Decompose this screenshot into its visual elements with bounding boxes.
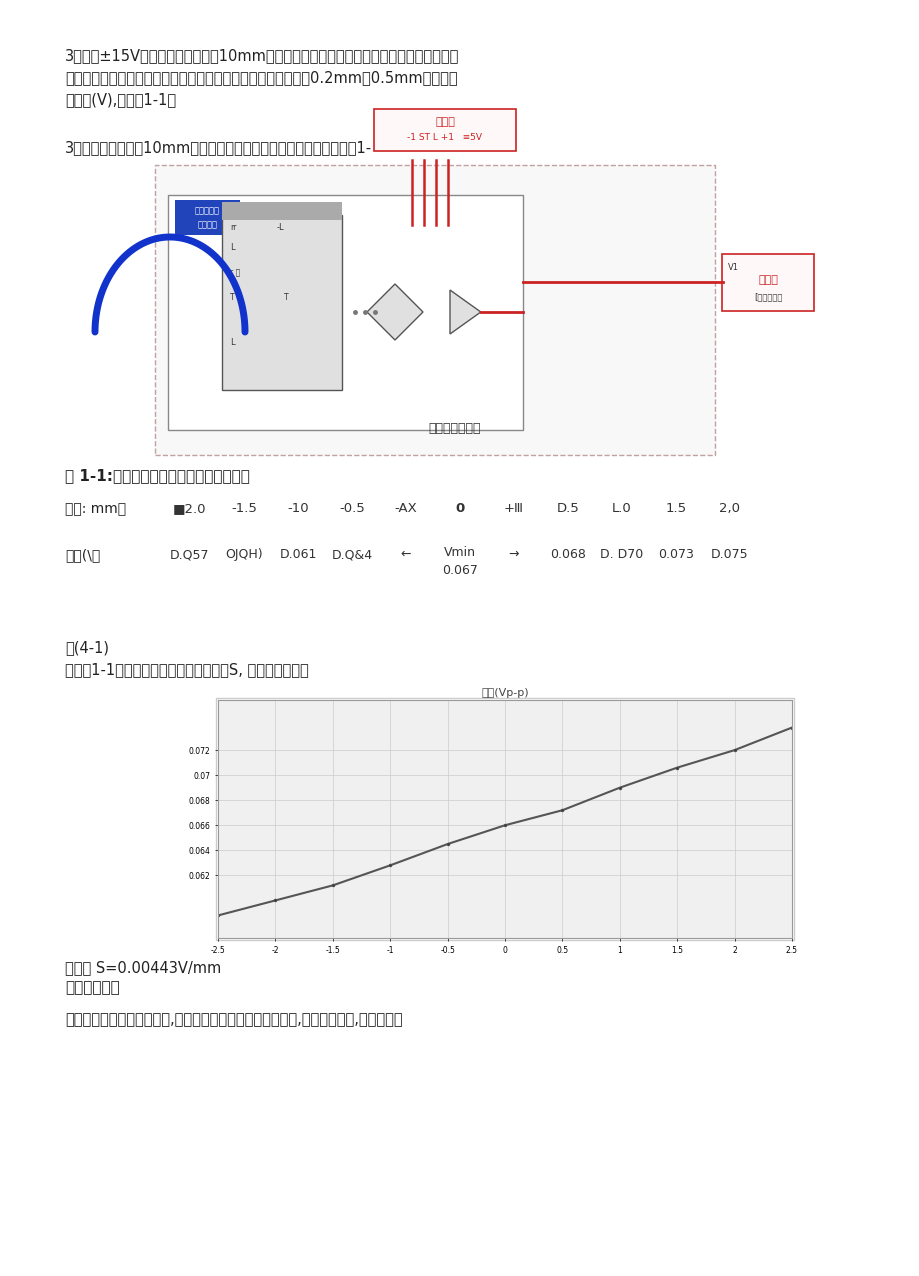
Title: 电压(Vp-p): 电压(Vp-p) [481,688,528,698]
FancyBboxPatch shape [175,200,240,235]
FancyBboxPatch shape [374,108,516,151]
Text: L.0: L.0 [611,501,631,516]
Text: 3、接入±15V电源，将测微头旋至10mm处并传感器相吸合，调整测微头的左右位置，使电: 3、接入±15V电源，将测微头旋至10mm处并传感器相吸合，调整测微头的左右位置… [65,48,459,63]
Polygon shape [449,290,481,334]
Text: D.075: D.075 [710,547,748,561]
Text: 根据所得的实验数据和结果,我们可以算出该传感器的灵敏度,在实验过程中,记录数据的: 根据所得的实验数据和结果,我们可以算出该传感器的灵敏度,在实验过程中,记录数据的 [65,1012,403,1027]
Text: -L: -L [277,223,284,232]
Text: L: L [230,338,234,347]
Polygon shape [367,285,423,339]
Text: 电压(\用: 电压(\用 [65,547,100,561]
Text: 0: 0 [455,501,464,516]
Text: 图(4-1): 图(4-1) [65,641,108,655]
Text: 根据表1-1数据计算电容传感器的灵敏度S, 分析误差来源。: 根据表1-1数据计算电容传感器的灵敏度S, 分析误差来源。 [65,662,309,678]
Text: L: L [230,242,234,251]
Text: 0.067: 0.067 [442,564,477,577]
Text: ←: ← [401,547,411,561]
Text: 航空插头: 航空插头 [198,219,217,228]
Text: D. D70: D. D70 [600,547,643,561]
Text: 主控箱: 主控箱 [757,276,777,285]
Text: →: → [508,547,518,561]
Text: 位移: mm）: 位移: mm） [65,501,126,516]
Text: 1.5: 1.5 [664,501,686,516]
Text: [误差电压表: [误差电压表 [753,292,781,301]
Text: D.Q57: D.Q57 [170,547,210,561]
Text: 压表指示最小，将测量支架顶部的镙钉拧紧旋动测微头，每间隔0.2mm或0.5mm记下输出: 压表指示最小，将测量支架顶部的镙钉拧紧旋动测微头，每间隔0.2mm或0.5mm记… [65,70,457,85]
Text: 表 1-1:容式传感器位移与输出电压的关系: 表 1-1:容式传感器位移与输出电压的关系 [65,468,250,484]
Text: -1.5: -1.5 [231,501,256,516]
Text: T: T [230,293,234,302]
Text: T: T [284,293,289,302]
Text: OJQH): OJQH) [225,547,263,561]
Text: V1: V1 [727,263,738,272]
Text: +Ⅲ: +Ⅲ [504,501,524,516]
Text: -1 ST L +1   ≡5V: -1 ST L +1 ≡5V [407,134,482,143]
FancyBboxPatch shape [221,202,342,219]
Text: ■2.0: ■2.0 [173,501,207,516]
Text: 0.068: 0.068 [550,547,585,561]
Text: 电容传感郭崔脸: 电容传感郭崔脸 [428,422,481,435]
Text: 五、实验小结: 五、实验小结 [65,980,119,995]
Text: r 亚: r 亚 [230,268,240,277]
Text: -0.5: -0.5 [339,501,365,516]
FancyBboxPatch shape [221,214,342,390]
FancyBboxPatch shape [168,195,522,430]
Text: 3、将测微头旋回到10mm处，反向旋动测微头，重复实验过程填入表1-: 3、将测微头旋回到10mm处，反向旋动测微头，重复实验过程填入表1- [65,140,371,154]
Text: 电容传感器: 电容传感器 [195,205,220,214]
Text: D.Q&4: D.Q&4 [331,547,372,561]
FancyBboxPatch shape [721,254,813,311]
Text: 灵敏度 S=0.00443V/mm: 灵敏度 S=0.00443V/mm [65,960,221,975]
Text: rr: rr [230,223,236,232]
Text: 2,0: 2,0 [719,501,740,516]
Text: D.5: D.5 [556,501,579,516]
Text: 电压值(V),填入表1-1。: 电压值(V),填入表1-1。 [65,92,176,107]
Text: -AX: -AX [394,501,417,516]
Text: D.061: D.061 [279,547,316,561]
Text: 0.073: 0.073 [657,547,693,561]
Text: 主控箱: 主控箱 [435,117,454,128]
Text: Vmin: Vmin [444,546,475,559]
Text: -10: -10 [287,501,309,516]
FancyBboxPatch shape [154,165,714,456]
